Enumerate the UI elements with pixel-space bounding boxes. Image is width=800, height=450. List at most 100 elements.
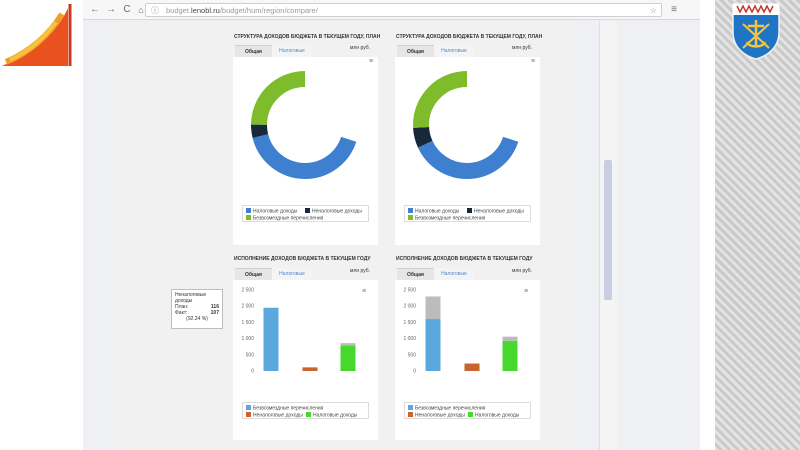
url-prefix: budget. [166, 6, 192, 15]
legend-item[interactable]: Неналоговые доходы [408, 412, 465, 419]
reload-icon[interactable]: C [123, 4, 131, 15]
legend-item[interactable]: Неналоговые доходы [246, 412, 303, 419]
tooltip-fact-value: 107 [210, 310, 219, 316]
legend-item[interactable]: Налоговые доходы [468, 412, 519, 419]
browser-menu-icon[interactable]: ≡ [671, 4, 677, 15]
legend-label: Безвозмездные перечисления [253, 405, 324, 412]
legend-item[interactable]: Неналоговые доходы [467, 208, 524, 215]
chart-menu-icon[interactable]: ≡ [362, 288, 367, 295]
legend-swatch [467, 208, 472, 213]
chart-tooltip: Неналоговые доходы План: 116 Факт: 107 (92… [171, 289, 223, 329]
legend-swatch [408, 405, 413, 410]
legend-label: Неналоговые доходы [312, 208, 362, 215]
bar-fact[interactable] [340, 345, 356, 371]
url-text: budget.lenobl.ru/budget/hum/region/compa… [166, 5, 318, 16]
legend-label: Неналоговые доходы [415, 412, 465, 419]
legend-item[interactable]: Безвозмездные перечисления [246, 215, 323, 222]
bar-chart: 2 500 2 000 1 500 1 000 500 0 [403, 288, 518, 375]
y-tick-label: 2 000 [241, 304, 254, 310]
tooltip-fact-row: Факт: 107 [175, 310, 219, 316]
chart-menu-icon[interactable]: ≡ [531, 58, 536, 65]
y-tick-label: 500 [408, 352, 417, 358]
legend-swatch [246, 208, 251, 213]
tab-tax[interactable]: Налоговые [434, 268, 474, 280]
tab-general[interactable]: Общая [397, 45, 434, 57]
y-tick-label: 1 000 [403, 336, 416, 342]
tooltip-fact-label: Факт: [175, 310, 188, 316]
coat-of-arms-icon [732, 3, 780, 60]
y-tick-label: 2 000 [403, 304, 416, 310]
tab-tax[interactable]: Налоговые [272, 268, 312, 280]
home-icon[interactable]: ⌂ [138, 5, 144, 15]
bar-fact[interactable] [302, 367, 318, 371]
tab-tax[interactable]: Налоговые [434, 45, 474, 57]
donut-slice-2[interactable] [251, 71, 359, 179]
tooltip-plan-row: План: 116 [175, 304, 219, 310]
chart-legend: Безвозмездные перечисления Неналоговые д… [404, 402, 531, 419]
back-icon[interactable]: ← [90, 4, 100, 15]
card-title: Исполнение доходов бюджета в текущем год… [396, 256, 533, 262]
chart-menu-icon[interactable]: ≡ [524, 288, 529, 295]
site-info-icon[interactable]: ⓘ [151, 6, 159, 15]
legend-item[interactable]: Неналоговые доходы [305, 208, 362, 215]
legend-label: Неналоговые доходы [253, 412, 303, 419]
tab-general[interactable]: Общая [235, 45, 272, 57]
region-logo [2, 4, 72, 66]
scrollbar-thumb[interactable] [604, 160, 612, 300]
donut-slice-3[interactable] [413, 71, 521, 179]
forward-icon[interactable]: → [106, 4, 116, 15]
legend-label: Неналоговые доходы [474, 208, 524, 215]
legend-item[interactable]: Безвозмездные перечисления [246, 405, 323, 412]
bar-chart: 2 500 2 000 1 500 1 000 500 0 [241, 288, 356, 375]
legend-label: Безвозмездные перечисления [415, 405, 486, 412]
tab-tax[interactable]: Налоговые [272, 45, 312, 57]
chart-legend: Налоговые доходы Неналоговые доходы Безв… [242, 205, 369, 222]
donut-slice-3[interactable] [251, 71, 359, 179]
legend-label: Налоговые доходы [475, 412, 520, 419]
chart-legend: Налоговые доходы Неналоговые доходы Безв… [404, 205, 531, 222]
donut-slice-1[interactable] [251, 71, 359, 179]
donut-chart [251, 71, 359, 179]
legend-swatch [246, 405, 251, 410]
legend-swatch [408, 412, 413, 417]
y-tick-label: 2 500 [403, 288, 416, 294]
legend-label: Налоговые доходы [253, 208, 298, 215]
legend-swatch [408, 208, 413, 213]
tab-general[interactable]: Общая [397, 268, 434, 280]
legend-item[interactable]: Безвозмездные перечисления [408, 405, 485, 412]
legend-swatch [246, 412, 251, 417]
address-bar[interactable]: ⓘ budget.lenobl.ru/budget/hum/region/com… [145, 3, 662, 17]
legend-label: Безвозмездные перечисления [415, 215, 486, 222]
chart-menu-icon[interactable]: ≡ [369, 58, 374, 65]
decorative-side-strip [715, 0, 800, 450]
tab-general[interactable]: Общая [235, 268, 272, 280]
y-tick-label: 0 [251, 369, 254, 375]
tooltip-plan-value: 116 [210, 304, 219, 310]
tooltip-plan-label: План: [175, 304, 189, 310]
bookmark-star-icon[interactable]: ☆ [649, 6, 657, 15]
bar-fact[interactable] [425, 319, 441, 371]
units-label: млн руб. [512, 268, 533, 274]
y-tick-label: 500 [246, 352, 255, 358]
y-tick-label: 2 500 [241, 288, 254, 294]
tooltip-percent: (92.24 %) [186, 316, 208, 322]
url-host: lenobl.ru [191, 6, 220, 15]
legend-item[interactable]: Налоговые доходы [246, 208, 297, 215]
legend-item[interactable]: Безвозмездные перечисления [408, 215, 485, 222]
bar-fact[interactable] [263, 307, 279, 371]
y-tick-label: 1 500 [241, 320, 254, 326]
legend-item[interactable]: Налоговые доходы [306, 412, 357, 419]
legend-label: Налоговые доходы [313, 412, 358, 419]
bar-fact[interactable] [502, 341, 518, 371]
y-tick-label: 0 [413, 369, 416, 375]
donut-slice-1[interactable] [413, 71, 521, 179]
donut-chart [413, 71, 521, 179]
tooltip-title: Неналоговые доходы [175, 292, 207, 304]
legend-label: Налоговые доходы [415, 208, 460, 215]
chart-legend: Безвозмездные перечисления Неналоговые д… [242, 402, 369, 419]
bar-fact[interactable] [464, 363, 480, 371]
legend-item[interactable]: Налоговые доходы [408, 208, 459, 215]
legend-swatch [408, 215, 413, 220]
y-tick-label: 1 500 [403, 320, 416, 326]
card-title: Структура доходов бюджета в текущем году… [396, 34, 543, 40]
